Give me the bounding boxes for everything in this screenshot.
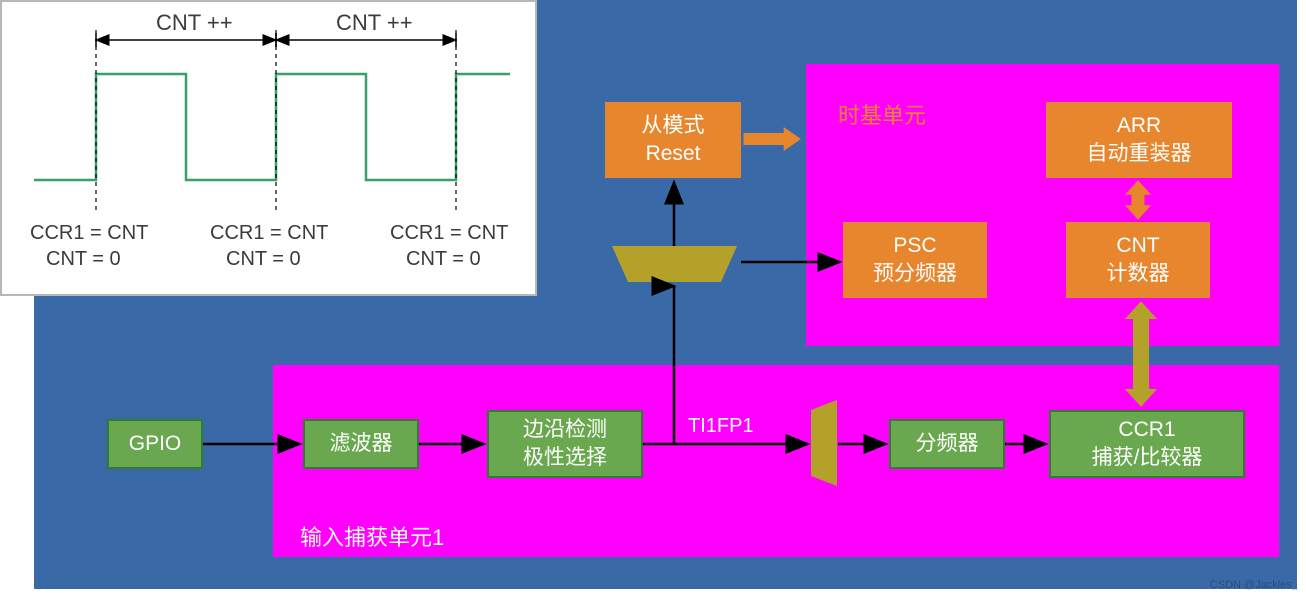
block-text-line: ARR (1117, 112, 1161, 140)
ccr1-block: CCR1捕获/比较器 (1049, 410, 1245, 478)
filter-block: 滤波器 (303, 419, 419, 469)
block-text-line: 滤波器 (330, 430, 393, 458)
ccr1-label-3-line1: CCR1 = CNT (390, 222, 508, 245)
watermark: CSDN @Jackles_ (1210, 579, 1298, 591)
block-text-line: CNT (1116, 232, 1159, 260)
block-text-line: 捕获/比较器 (1092, 444, 1203, 472)
gpio-block: GPIO (107, 419, 203, 469)
block-text-line: 边沿检测 (523, 416, 607, 444)
block-text-line: 分频器 (916, 430, 979, 458)
ccr1-label-2-line2: CNT = 0 (226, 248, 301, 271)
ccr1-label-1-line1: CCR1 = CNT (30, 222, 148, 245)
block-text-line: 自动重装器 (1087, 140, 1192, 168)
edge-block: 边沿检测极性选择 (487, 410, 643, 478)
ti1fp1-label: TI1FP1 (688, 415, 754, 438)
psc-block: PSC预分频器 (843, 222, 987, 298)
block-text-line: CCR1 (1118, 416, 1175, 444)
slave-reset-block: 从模式Reset (605, 102, 741, 178)
cnt-block: CNT计数器 (1066, 222, 1210, 298)
block-text-line: 预分频器 (873, 260, 957, 288)
block-text-line: PSC (893, 232, 936, 260)
ccr1-label-2-line1: CCR1 = CNT (210, 222, 328, 245)
block-text-line: GPIO (129, 430, 182, 458)
ccr1-label-3-line2: CNT = 0 (406, 248, 481, 271)
ccr1-label-1-line2: CNT = 0 (46, 248, 121, 271)
trigger-source-label: 触发源选择 (626, 251, 721, 278)
block-text-line: 从模式 (642, 112, 705, 140)
block-text-line: Reset (646, 140, 701, 168)
block-text-line: 极性选择 (523, 444, 607, 472)
arr-block: ARR自动重装器 (1046, 102, 1232, 178)
capture-title: 输入捕获单元1 (300, 520, 444, 552)
divider-block: 分频器 (889, 419, 1005, 469)
timebase-title: 时基单元 (838, 98, 926, 130)
block-text-line: 计数器 (1107, 260, 1170, 288)
cnt-inc-1: CNT ++ (156, 10, 233, 36)
cnt-inc-2: CNT ++ (336, 10, 413, 36)
